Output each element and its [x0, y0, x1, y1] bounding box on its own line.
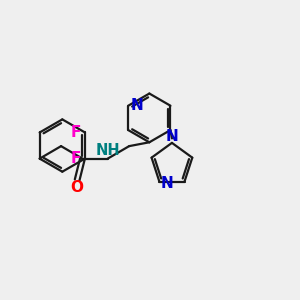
Text: F: F: [71, 151, 81, 166]
Text: F: F: [71, 125, 81, 140]
Text: N: N: [161, 176, 174, 190]
Text: N: N: [130, 98, 143, 113]
Text: N: N: [166, 129, 178, 144]
Text: NH: NH: [95, 143, 120, 158]
Text: O: O: [70, 180, 83, 195]
